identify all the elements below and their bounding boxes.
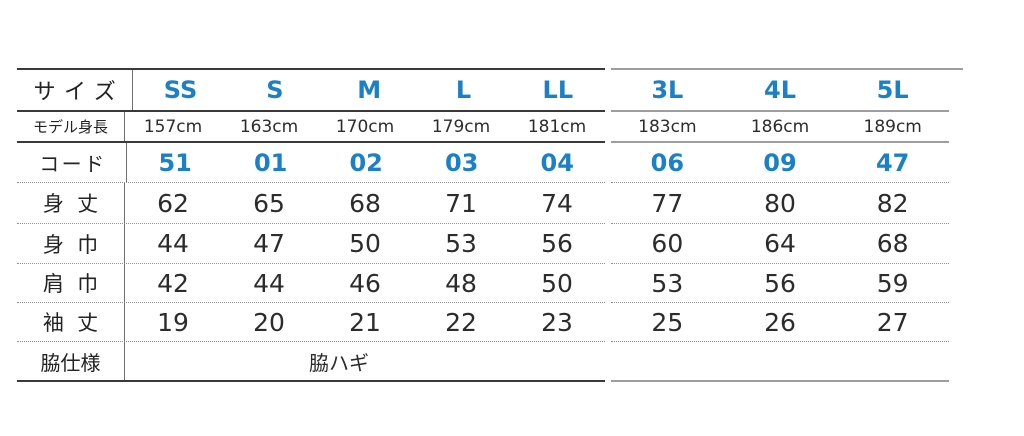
code-value: 01 [253,148,288,177]
table-row-sizes-large: 3L 4L 5L [611,70,949,112]
body-width-value: 53 [445,229,477,258]
body-length-value: 68 [349,188,381,218]
sleeve-length-value: 27 [876,307,909,337]
body-length-value: 77 [651,188,684,218]
body-length-label: 身 丈 [17,183,125,223]
shoulder-width-value: 46 [349,268,381,298]
table-row-body-length-large: 77 80 82 [611,183,949,224]
body-width-label: 身 巾 [17,224,125,263]
side-spec-value: 脇ハギ [309,350,369,375]
table-row-shoulder-width-large: 53 56 59 [611,264,949,303]
body-width-value: 50 [349,229,381,258]
table-row-side-spec: 脇仕様 脇ハギ [17,342,605,382]
table-row-code: コード 51 01 02 03 04 [17,143,605,183]
shoulder-width-label: 肩 巾 [17,264,125,302]
body-length-value: 62 [157,188,189,218]
size-col-m: M [357,76,382,104]
model-height-value: 170cm [335,116,395,137]
body-length-value: 71 [445,188,477,218]
size-table-section-main: サイズ SS S M L LL モデル身長 157cm 163cm 170cm … [17,68,605,382]
model-height-value: 189cm [863,116,922,137]
model-height-value: 163cm [239,116,299,137]
table-row-sleeve-length-large: 25 26 27 [611,303,949,342]
code-value: 51 [158,148,192,177]
table-row-code-large: 06 09 47 [611,143,949,183]
size-col-ss: SS [163,76,198,104]
model-height-value: 181cm [527,116,587,137]
table-row-sleeve-length: 袖 丈 19 20 21 22 23 [17,303,605,342]
sleeve-length-value: 26 [764,307,796,337]
model-height-value: 157cm [143,116,203,137]
size-col-4l: 4L [764,76,796,104]
body-width-value: 47 [253,229,285,258]
body-width-value: 44 [157,229,189,258]
side-spec-empty-cell [611,342,949,380]
body-length-value: 65 [253,188,285,218]
body-width-value: 56 [541,229,573,258]
model-height-value: 179cm [431,116,491,137]
table-row-side-spec-large [611,342,949,382]
sleeve-length-value: 19 [157,307,189,337]
body-width-value: 60 [651,229,684,258]
size-col-ll: LL [542,76,574,104]
model-height-value: 186cm [750,116,810,137]
sleeve-length-value: 25 [651,307,684,337]
size-col-l: L [455,76,472,104]
code-label: コード [17,143,128,182]
body-width-value: 68 [876,229,909,258]
code-value: 09 [763,148,797,177]
table-row-body-width-large: 60 64 68 [611,224,949,264]
shoulder-width-value: 50 [541,268,573,298]
body-length-value: 80 [764,188,796,218]
table-row-body-width: 身 巾 44 47 50 53 56 [17,224,605,264]
size-chart-table: サイズ SS S M L LL モデル身長 157cm 163cm 170cm … [17,68,963,382]
sleeve-length-value: 22 [445,307,477,337]
body-width-value: 64 [764,229,796,258]
code-value: 02 [349,148,383,177]
shoulder-width-value: 59 [876,268,909,298]
shoulder-width-value: 53 [651,268,684,298]
table-row-shoulder-width: 肩 巾 42 44 46 48 50 [17,264,605,303]
table-row-sizes: サイズ SS S M L LL [17,70,605,112]
model-height-label: モデル身長 [17,112,125,141]
size-col-3l: 3L [651,76,684,104]
code-value: 06 [650,148,685,177]
body-length-value: 74 [541,188,573,218]
size-col-5l: 5L [876,76,909,104]
shoulder-width-value: 42 [157,268,189,298]
size-table-section-large: 3L 4L 5L 183cm 186cm 189cm 06 09 47 77 8… [611,68,963,382]
shoulder-width-value: 56 [764,268,796,298]
shoulder-width-value: 44 [253,268,285,298]
table-row-body-length: 身 丈 62 65 68 71 74 [17,183,605,224]
code-value: 04 [540,148,574,177]
table-row-model-height: モデル身長 157cm 163cm 170cm 179cm 181cm [17,112,605,143]
shoulder-width-value: 48 [445,268,477,298]
sleeve-length-value: 20 [253,307,285,337]
sleeve-length-label: 袖 丈 [17,303,125,341]
code-value: 03 [444,148,479,177]
sleeve-length-value: 23 [541,307,573,337]
size-header-label: サイズ [17,70,134,110]
body-length-value: 82 [876,188,909,218]
model-height-value: 183cm [638,116,697,137]
table-row-model-height-large: 183cm 186cm 189cm [611,112,949,143]
size-col-s: S [266,76,284,104]
code-value: 47 [875,148,910,177]
side-spec-label: 脇仕様 [17,342,125,380]
sleeve-length-value: 21 [349,307,381,337]
